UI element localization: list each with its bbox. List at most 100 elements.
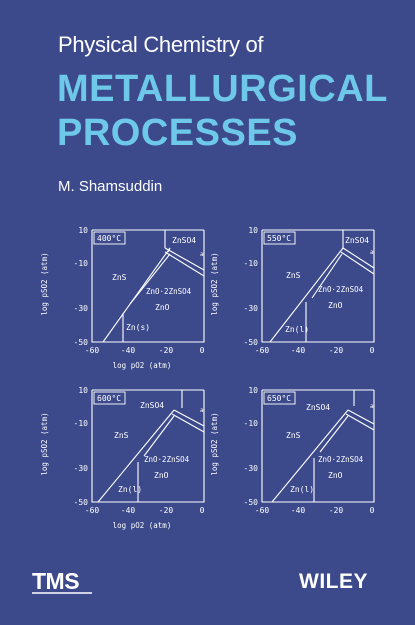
x-axis-label: log pO2 (atm)	[113, 521, 172, 530]
znso4-label: ZnSO4	[306, 403, 330, 412]
temperature-label: 600°C	[97, 394, 121, 403]
znso4-boundary-2	[164, 251, 205, 277]
x-tick: 0	[200, 346, 205, 355]
temperature-box	[93, 391, 126, 405]
phase-diagram-650c: log pSO2 (atm) 10 -10 -30 -50 -60 -40 -2…	[210, 378, 380, 538]
zns-zno-boundary	[97, 409, 175, 503]
zno-znso4-boundary	[319, 415, 349, 453]
x-tick: -20	[329, 506, 344, 515]
znso4-boundary-1	[347, 409, 375, 425]
author-name: M. Shamsuddin	[58, 178, 163, 195]
phase-diagram-svg: log pSO2 (atm) 10 -10 -30 -50 -60 -40 -2…	[210, 226, 375, 355]
triple-point-link	[167, 247, 171, 253]
region-a-label: a	[200, 407, 204, 414]
zno-znso4-boundary	[129, 253, 171, 305]
plot-frame	[261, 390, 375, 503]
y-axis-label: log pSO2 (atm)	[40, 252, 49, 315]
zno-znso4-label: ZnO·2ZnSO4	[146, 287, 192, 296]
x-tick: -60	[255, 506, 270, 515]
tms-logo: TMS	[30, 566, 96, 601]
zno-znso4-label: ZnO·2ZnSO4	[144, 455, 190, 464]
y-tick: 10	[78, 386, 88, 395]
y-tick: -50	[74, 338, 89, 347]
y-tick: -10	[74, 259, 89, 268]
temperature-label: 550°C	[267, 234, 291, 243]
zns-label: ZnS	[114, 431, 129, 440]
x-tick: 0	[370, 506, 375, 515]
x-tick: -40	[291, 506, 306, 515]
y-tick: -50	[244, 338, 259, 347]
x-tick: -40	[291, 346, 306, 355]
zns-zno-boundary	[271, 409, 349, 503]
x-axis-label: log pO2 (atm)	[113, 361, 172, 370]
phase-diagram-600c: log pSO2 (atm) log pO2 (atm) 10 -10 -30 …	[40, 378, 210, 538]
zns-label: ZnS	[286, 271, 301, 280]
plot-frame	[261, 230, 375, 343]
zno-znso4-label: ZnO·2ZnSO4	[318, 285, 364, 294]
zn-metal-label: Zn(s)	[126, 323, 150, 332]
title-line-3: PROCESSES	[57, 112, 299, 154]
phase-diagram-550c: log pSO2 (atm) 10 -10 -30 -50 -60 -40 -2…	[210, 218, 380, 378]
plot-frame	[91, 230, 205, 343]
zno-label: ZnO	[154, 471, 169, 480]
zno-label: ZnO	[155, 303, 170, 312]
phase-diagram-svg: log pSO2 (atm) log pO2 (atm) 10 -10 -30 …	[40, 386, 205, 530]
x-tick: -20	[329, 346, 344, 355]
y-tick: -10	[244, 419, 259, 428]
wiley-logo: WILEY	[299, 570, 368, 593]
tms-logo-text: TMS	[32, 568, 79, 594]
y-axis-label: log pSO2 (atm)	[210, 412, 219, 475]
x-tick: -20	[159, 506, 174, 515]
y-tick: 10	[248, 386, 258, 395]
temperature-label: 650°C	[267, 394, 291, 403]
tms-logo-svg: TMS	[32, 568, 92, 594]
temperature-box	[93, 231, 126, 245]
znso4-boundary-1	[164, 247, 205, 271]
plot-frame	[91, 390, 205, 503]
zn-metal-label: Zn(l)	[290, 485, 314, 494]
temperature-box	[263, 231, 296, 245]
y-tick: -30	[74, 304, 89, 313]
znso4-boundary-2	[340, 251, 375, 275]
y-axis-label: log pSO2 (atm)	[210, 252, 219, 315]
zns-label: ZnS	[112, 273, 127, 282]
zno-znso4-boundary	[143, 415, 175, 457]
region-a-label: a	[370, 249, 374, 256]
zno-znso4-label: ZnO·2ZnSO4	[318, 455, 364, 464]
y-tick: 10	[248, 226, 258, 235]
x-tick: 0	[200, 506, 205, 515]
zns-label: ZnS	[286, 431, 301, 440]
znso4-boundary-2	[345, 413, 375, 431]
region-a-label: a	[370, 403, 374, 410]
phase-diagram-400c: log pSO2 (atm) log pO2 (atm) 10 -10 -30 …	[40, 218, 210, 378]
title-line-2: METALLURGICAL	[57, 68, 388, 110]
znso4-label: ZnSO4	[345, 236, 369, 245]
x-tick: -60	[255, 346, 270, 355]
y-tick: -50	[74, 498, 89, 507]
zn-metal-label: Zn(l)	[285, 325, 309, 334]
x-tick: -40	[121, 506, 136, 515]
zno-znso4-boundary	[311, 253, 343, 299]
y-tick: -50	[244, 498, 259, 507]
y-tick: -30	[74, 464, 89, 473]
y-tick: -30	[244, 304, 259, 313]
x-tick: 0	[370, 346, 375, 355]
x-tick: -20	[159, 346, 174, 355]
znso4-boundary-1	[173, 409, 205, 427]
zno-label: ZnO	[328, 301, 343, 310]
zns-zno-boundary	[269, 247, 344, 343]
x-tick: -60	[85, 346, 100, 355]
x-tick: -40	[121, 346, 136, 355]
znso4-boundary-2	[171, 413, 205, 433]
y-tick: -10	[244, 259, 259, 268]
znso4-boundary-1	[342, 247, 375, 269]
y-tick: -10	[74, 419, 89, 428]
y-tick: 10	[78, 226, 88, 235]
temperature-box	[263, 391, 296, 405]
phase-diagram-svg: log pSO2 (atm) 10 -10 -30 -50 -60 -40 -2…	[210, 386, 375, 515]
phase-diagram-svg: log pSO2 (atm) log pO2 (atm) 10 -10 -30 …	[40, 226, 205, 370]
x-tick: -60	[85, 506, 100, 515]
y-tick: -30	[244, 464, 259, 473]
znso4-label: ZnSO4	[140, 401, 164, 410]
